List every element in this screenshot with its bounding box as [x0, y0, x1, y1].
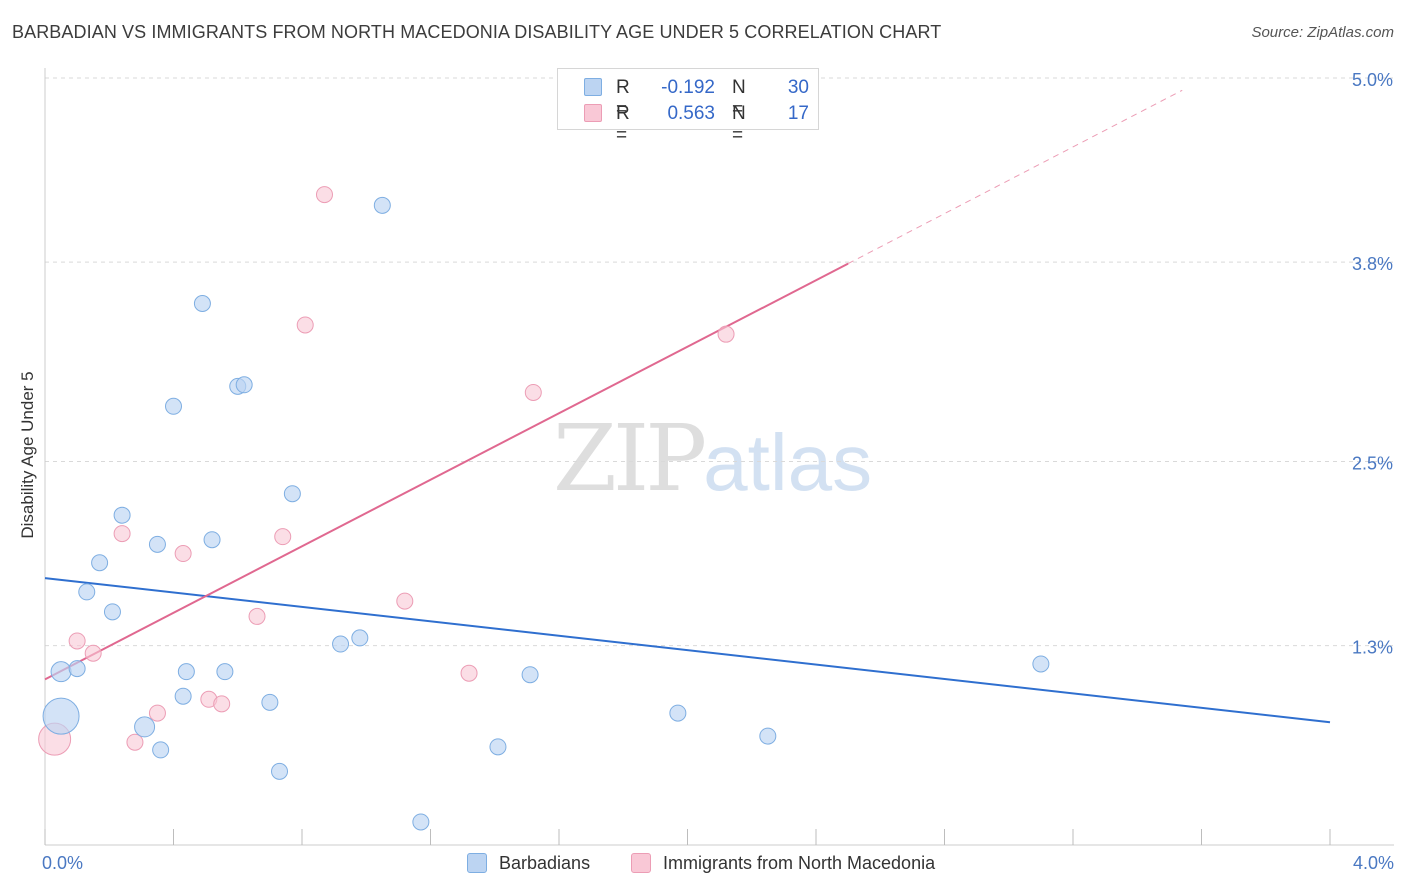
- point-barbadians: [78, 583, 96, 601]
- point-barbadians: [283, 485, 301, 503]
- point-barbadians: [412, 813, 430, 831]
- trend-line-barbadians: [44, 577, 1331, 724]
- point-barbadians: [669, 704, 687, 722]
- data-points: [38, 186, 1050, 831]
- watermark-atlas: atlas: [703, 418, 873, 507]
- legend-swatch-pink: [584, 104, 602, 122]
- point-barbadians: [193, 294, 211, 312]
- point-north-macedonia: [524, 383, 542, 401]
- legend-r-value: -0.192: [661, 77, 715, 98]
- point-north-macedonia: [396, 592, 414, 610]
- bottom-legend-label: Immigrants from North Macedonia: [663, 853, 936, 873]
- point-barbadians: [134, 716, 156, 738]
- point-north-macedonia: [315, 186, 333, 204]
- legend-r-value: 0.563: [667, 103, 715, 124]
- bottom-legend-swatch-pink: [631, 853, 651, 873]
- point-barbadians: [1032, 655, 1050, 673]
- point-barbadians: [68, 660, 86, 678]
- point-barbadians: [42, 697, 80, 735]
- point-north-macedonia: [84, 644, 102, 662]
- watermark-zip: ZIP: [553, 405, 707, 512]
- point-barbadians: [177, 663, 195, 681]
- legend-r-label: R =: [616, 103, 630, 146]
- legend-n-label: N =: [732, 103, 746, 146]
- point-barbadians: [351, 629, 369, 647]
- y-tick-label: 1.3%: [1352, 638, 1393, 658]
- point-north-macedonia: [174, 545, 192, 563]
- point-barbadians: [103, 603, 121, 621]
- point-barbadians: [235, 376, 253, 394]
- legend-n-value: 17: [787, 103, 809, 124]
- point-barbadians: [113, 506, 131, 524]
- x-tick-label-min: 0.0%: [42, 853, 83, 873]
- legend-r-label: R =: [616, 77, 630, 120]
- point-north-macedonia: [68, 632, 86, 650]
- legend-swatch-blue: [584, 78, 602, 96]
- bottom-legend-label: Barbadians: [499, 853, 591, 873]
- point-barbadians: [261, 693, 279, 711]
- point-barbadians: [91, 554, 109, 572]
- point-north-macedonia: [460, 664, 478, 682]
- point-north-macedonia: [717, 325, 735, 343]
- gridlines: [45, 77, 1394, 647]
- source-credit: Source: ZipAtlas.com: [1251, 24, 1394, 41]
- trend-line-extension: [847, 89, 1183, 265]
- point-barbadians: [759, 727, 777, 745]
- point-barbadians: [152, 741, 170, 759]
- point-barbadians: [165, 397, 182, 415]
- tick-labels: 1.3% 2.5% 3.8% 5.0% 0.0% 4.0%: [42, 70, 1394, 873]
- point-north-macedonia: [113, 525, 131, 543]
- point-barbadians: [332, 635, 350, 653]
- trend-line-north-macedonia: [44, 262, 849, 681]
- y-tick-label: 3.8%: [1352, 254, 1393, 274]
- legend-n-label: N =: [732, 77, 746, 120]
- correlation-legend: R = -0.192 N = 30 R = 0.563 N = 17: [557, 68, 819, 146]
- point-barbadians: [203, 531, 221, 549]
- chart-title: BARBADIAN VS IMMIGRANTS FROM NORTH MACED…: [12, 22, 942, 42]
- point-barbadians: [271, 762, 289, 780]
- legend-n-value: 30: [787, 77, 809, 98]
- point-north-macedonia: [213, 695, 231, 713]
- point-barbadians: [174, 687, 192, 705]
- point-north-macedonia: [274, 528, 292, 546]
- axes: [44, 68, 1394, 846]
- trend-lines: [44, 89, 1331, 724]
- point-north-macedonia: [296, 316, 314, 334]
- point-barbadians: [50, 661, 72, 683]
- y-tick-label: 5.0%: [1352, 70, 1393, 90]
- x-tick-label-max: 4.0%: [1353, 853, 1394, 873]
- point-north-macedonia: [248, 607, 266, 625]
- point-barbadians: [216, 663, 234, 681]
- y-tick-label: 2.5%: [1352, 454, 1393, 474]
- point-barbadians: [148, 535, 166, 553]
- point-barbadians: [489, 738, 507, 756]
- point-north-macedonia: [148, 704, 166, 722]
- bottom-legend-swatch-blue: [467, 853, 487, 873]
- point-barbadians: [373, 196, 391, 214]
- watermark: ZIPatlas: [553, 405, 872, 512]
- point-north-macedonia: [126, 733, 144, 751]
- point-barbadians: [521, 666, 539, 684]
